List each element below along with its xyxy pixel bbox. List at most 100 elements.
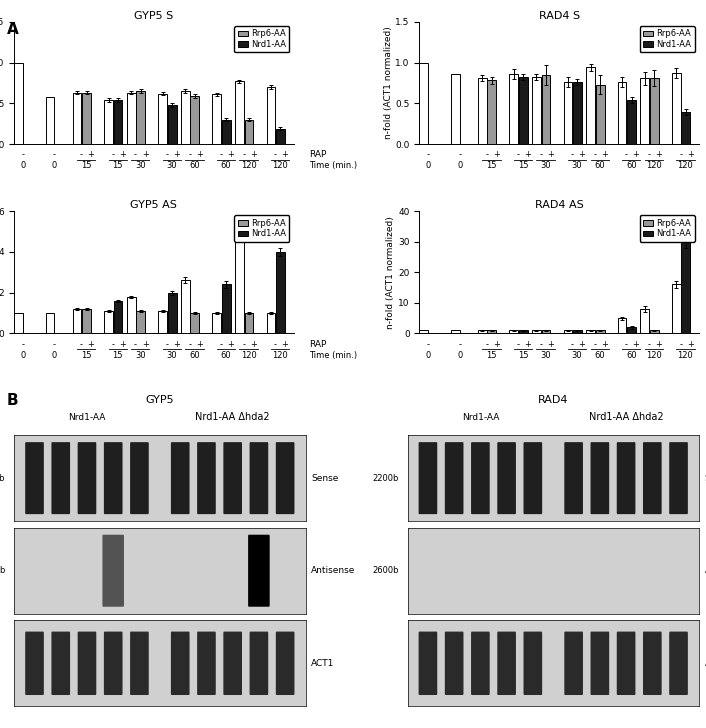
Text: -: -	[112, 340, 114, 349]
Bar	[244, 313, 253, 333]
FancyBboxPatch shape	[524, 442, 542, 514]
Bar	[532, 331, 541, 333]
Text: -: -	[165, 340, 169, 349]
Text: 118: 118	[645, 534, 659, 543]
Text: 30: 30	[167, 351, 177, 360]
Text: RAP: RAP	[309, 340, 326, 349]
Text: 15: 15	[486, 162, 497, 170]
Text: 95: 95	[595, 534, 605, 543]
Text: +: +	[142, 151, 148, 159]
Bar	[114, 301, 122, 333]
Text: 2900b: 2900b	[0, 566, 6, 575]
Text: A: A	[7, 22, 19, 37]
Text: 101: 101	[447, 534, 461, 543]
Title: RAD4 AS: RAD4 AS	[535, 200, 584, 210]
Text: -: -	[189, 340, 191, 349]
Text: +: +	[601, 151, 608, 159]
FancyBboxPatch shape	[276, 632, 294, 695]
FancyBboxPatch shape	[197, 632, 216, 695]
Bar	[191, 313, 199, 333]
Bar	[650, 78, 659, 144]
FancyBboxPatch shape	[52, 632, 70, 695]
Bar	[650, 331, 659, 333]
Text: 30: 30	[540, 351, 551, 360]
Text: -: -	[647, 151, 651, 159]
Text: 120: 120	[241, 162, 256, 170]
Text: RAD4: RAD4	[538, 395, 568, 405]
Text: +: +	[633, 151, 640, 159]
Bar	[510, 74, 518, 144]
Bar	[136, 91, 145, 144]
Bar	[244, 119, 253, 144]
Bar	[596, 84, 604, 144]
FancyBboxPatch shape	[617, 632, 635, 695]
Text: +: +	[493, 151, 500, 159]
Bar	[82, 92, 91, 144]
Bar	[213, 95, 221, 144]
Text: 112: 112	[54, 534, 68, 543]
Text: 120: 120	[273, 162, 288, 170]
Text: 120: 120	[646, 162, 662, 170]
FancyBboxPatch shape	[250, 632, 268, 695]
Text: -: -	[80, 340, 83, 349]
Bar	[640, 78, 650, 144]
Text: 0: 0	[457, 162, 462, 170]
Bar	[235, 234, 244, 333]
Bar	[46, 313, 54, 333]
Text: 96: 96	[674, 534, 683, 543]
FancyBboxPatch shape	[643, 632, 662, 695]
Bar	[573, 331, 582, 333]
Text: 15: 15	[112, 351, 123, 360]
Text: -: -	[112, 151, 114, 159]
Bar	[451, 331, 460, 333]
Bar	[267, 313, 275, 333]
Legend: Rrp6-AA, Nrd1-AA: Rrp6-AA, Nrd1-AA	[640, 26, 695, 52]
Text: -: -	[594, 151, 597, 159]
Bar	[181, 91, 190, 144]
Bar	[168, 293, 176, 333]
Bar	[104, 311, 113, 333]
Text: -: -	[53, 340, 56, 349]
Bar	[618, 318, 626, 333]
Text: -: -	[134, 340, 137, 349]
Text: +: +	[142, 340, 148, 349]
Text: +: +	[282, 151, 288, 159]
Text: GYP5: GYP5	[145, 395, 174, 405]
Text: 60: 60	[626, 351, 637, 360]
Text: -: -	[517, 151, 520, 159]
Bar	[82, 309, 91, 333]
FancyBboxPatch shape	[102, 534, 124, 606]
Text: Antisense: Antisense	[311, 566, 356, 575]
Text: 30: 30	[167, 162, 177, 170]
Bar	[519, 77, 527, 144]
Text: +: +	[196, 151, 203, 159]
Bar	[519, 331, 527, 333]
Bar	[73, 309, 81, 333]
FancyBboxPatch shape	[564, 442, 583, 514]
Text: +: +	[119, 151, 126, 159]
Text: -: -	[274, 340, 277, 349]
Text: -: -	[539, 340, 542, 349]
Text: +: +	[687, 151, 693, 159]
Text: +: +	[687, 340, 693, 349]
Text: +: +	[601, 340, 608, 349]
FancyBboxPatch shape	[52, 442, 70, 514]
Text: +: +	[547, 340, 554, 349]
Text: 15: 15	[486, 351, 497, 360]
Text: +: +	[173, 151, 180, 159]
Bar	[419, 63, 429, 144]
FancyBboxPatch shape	[104, 632, 123, 695]
Bar	[181, 280, 190, 333]
Text: 60: 60	[594, 162, 605, 170]
FancyBboxPatch shape	[590, 632, 609, 695]
Text: Sense: Sense	[705, 474, 706, 483]
Text: -: -	[571, 340, 574, 349]
Text: Sense: Sense	[311, 474, 339, 483]
Legend: Rrp6-AA, Nrd1-AA: Rrp6-AA, Nrd1-AA	[234, 26, 289, 52]
Title: GYP5 AS: GYP5 AS	[131, 200, 177, 210]
Bar	[158, 311, 167, 333]
Text: 100: 100	[173, 534, 188, 543]
Bar	[127, 92, 136, 144]
Text: 60: 60	[189, 162, 200, 170]
Bar	[640, 309, 650, 333]
